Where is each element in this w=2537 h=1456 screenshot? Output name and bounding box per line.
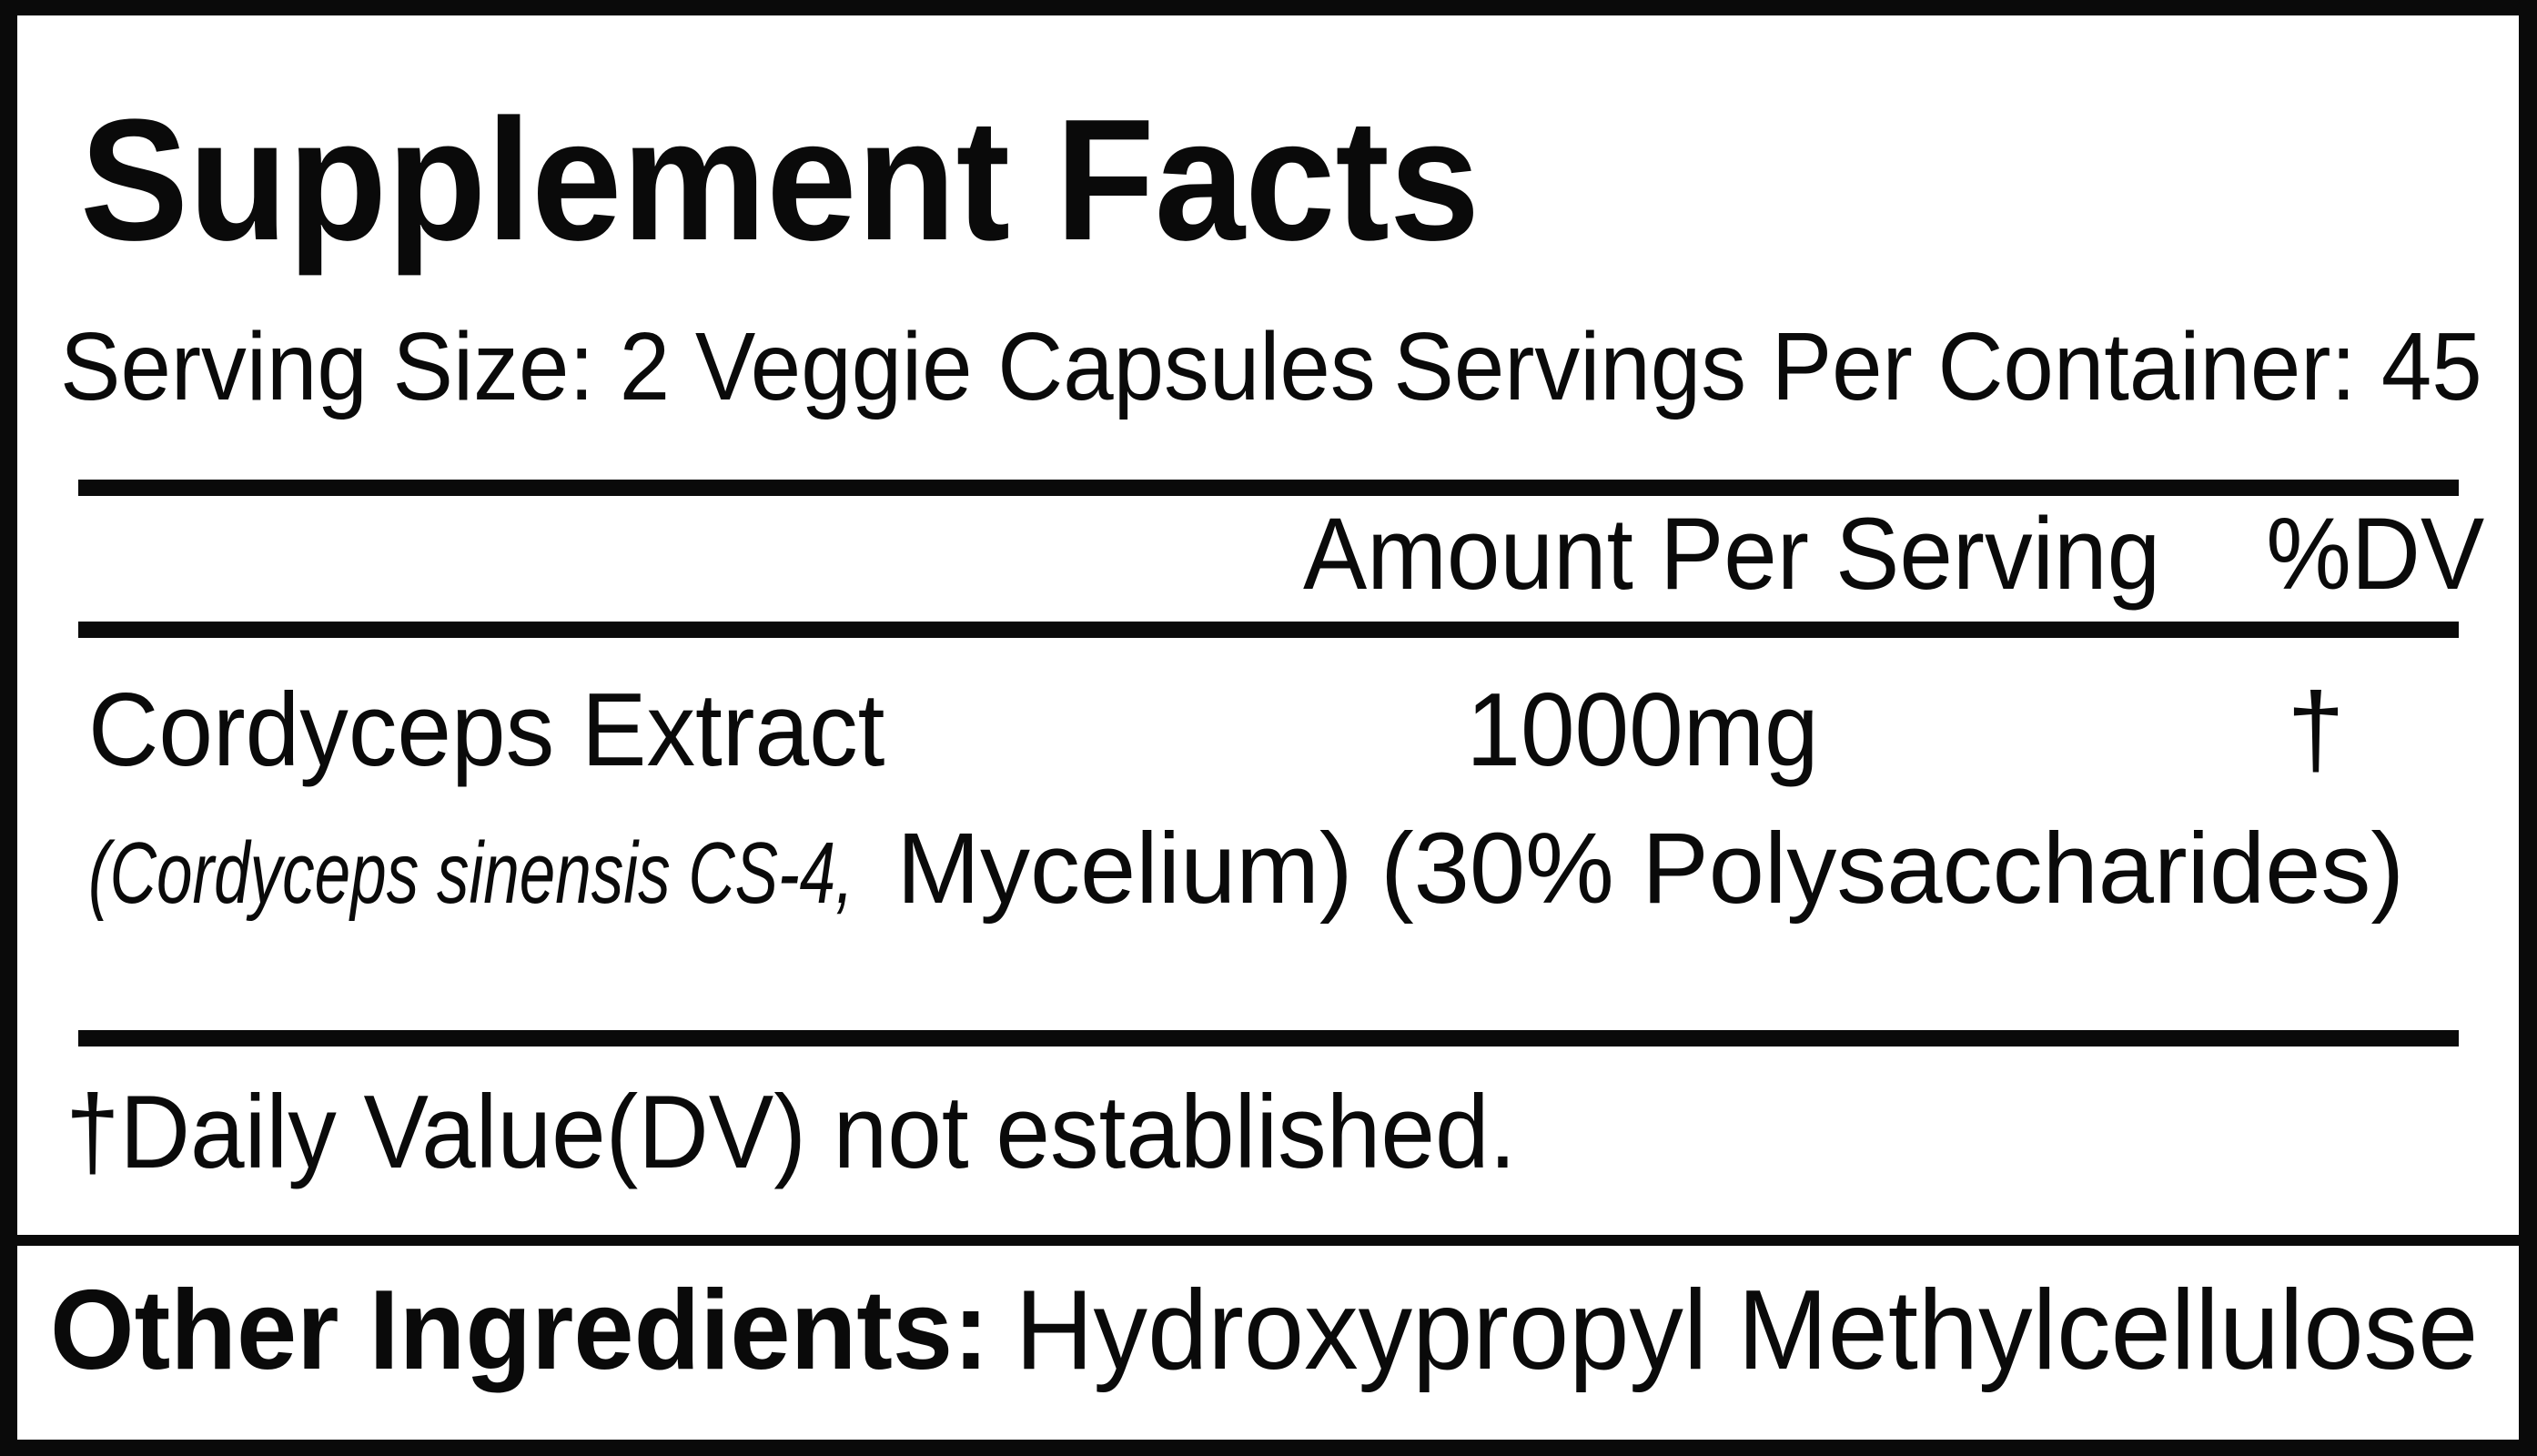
- ingredient-latin-name: (Cordyceps sinensis CS-4,: [88, 824, 854, 922]
- ingredient-dv-dagger: †: [2287, 672, 2345, 788]
- servings-per-container: Servings Per Container: 45: [1393, 313, 2482, 420]
- ingredient-detail-text: Mycelium) (30% Polysaccharides): [896, 813, 2404, 925]
- thick-rule-middle: [78, 622, 2459, 638]
- percent-dv-header: %DV: [2266, 497, 2484, 611]
- panel-border-right: [2519, 0, 2537, 1456]
- other-ingredients-line: Other Ingredients: Hydroxypropyl Methylce…: [50, 1274, 2478, 1387]
- ingredient-name: Cordyceps Extract: [88, 672, 885, 788]
- other-ingredients-value: Hydroxypropyl Methylcellulose: [1015, 1268, 2479, 1393]
- panel-border-left: [0, 0, 17, 1456]
- amount-per-serving-header: Amount Per Serving: [1303, 497, 2161, 611]
- daily-value-footnote: †Daily Value(DV) not established.: [66, 1075, 1517, 1190]
- ingredient-amount: 1000mg: [1466, 672, 1819, 788]
- other-ingredients-label: Other Ingredients:: [50, 1268, 989, 1393]
- panel-border-top: [0, 0, 2537, 15]
- panel-border-bottom: [0, 1440, 2537, 1456]
- panel-title: Supplement Facts: [80, 84, 1481, 277]
- serving-size: Serving Size: 2 Veggie Capsules: [60, 313, 1376, 420]
- thick-rule-bottom: [78, 1030, 2459, 1046]
- ingredient-detail-line: (Cordyceps sinensis CS-4, Mycelium) (30% …: [88, 819, 2404, 919]
- section-divider: [0, 1235, 2537, 1246]
- thick-rule-top: [78, 480, 2459, 496]
